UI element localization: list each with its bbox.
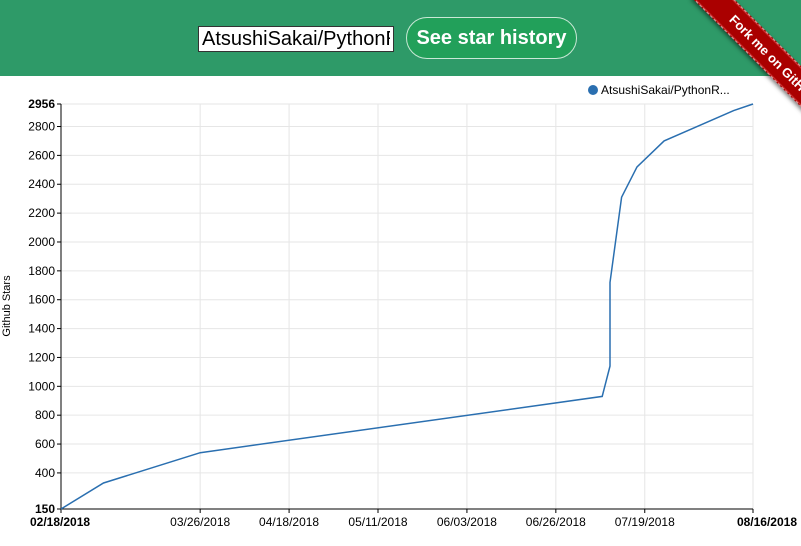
y-tick-label: 800 — [35, 408, 55, 422]
x-tick-label: 04/18/2018 — [259, 515, 319, 529]
y-tick-label: 2600 — [28, 148, 55, 162]
x-tick-label: 06/26/2018 — [526, 515, 586, 529]
y-tick-label: 1400 — [28, 322, 55, 336]
x-tick-label: 05/11/2018 — [348, 515, 407, 529]
y-tick-label: 600 — [35, 437, 55, 451]
legend-swatch[interactable] — [588, 85, 598, 95]
y-tick-label: 1600 — [28, 293, 55, 307]
x-tick-label: 03/26/2018 — [170, 515, 230, 529]
y-tick-label: 2200 — [28, 206, 55, 220]
chart-grid — [61, 103, 754, 510]
chart-series — [60, 103, 754, 510]
y-tick-label: 1200 — [28, 350, 55, 364]
see-star-history-button[interactable]: See star history — [406, 17, 577, 59]
legend-label[interactable]: AtsushiSakai/PythonR... — [601, 83, 730, 97]
chart-legend: AtsushiSakai/PythonR... — [588, 83, 730, 97]
x-tick-label: 02/18/2018 — [30, 515, 90, 529]
x-tick-label: 08/16/2018 — [737, 515, 797, 529]
y-axis-label: Github Stars — [1, 275, 13, 337]
y-tick-label: 2400 — [28, 177, 55, 191]
chart-axes: 150 400 600 800 1000 1200 1400 1600 1800 2000 2200… — [28, 97, 797, 529]
y-tick-label: 2000 — [28, 235, 55, 249]
y-tick-label: 1800 — [28, 264, 55, 278]
series-line[interactable] — [60, 103, 754, 510]
header-bar: See star history — [0, 0, 801, 76]
y-tick-label: 1000 — [28, 379, 55, 393]
y-tick-label: 400 — [35, 466, 55, 480]
repo-input[interactable] — [198, 26, 394, 52]
y-tick-label: 2800 — [28, 120, 55, 134]
x-tick-label: 07/19/2018 — [615, 515, 675, 529]
y-tick-label: 150 — [35, 502, 55, 516]
x-tick-label: 06/03/2018 — [437, 515, 497, 529]
y-tick-label: 2956 — [28, 97, 55, 111]
